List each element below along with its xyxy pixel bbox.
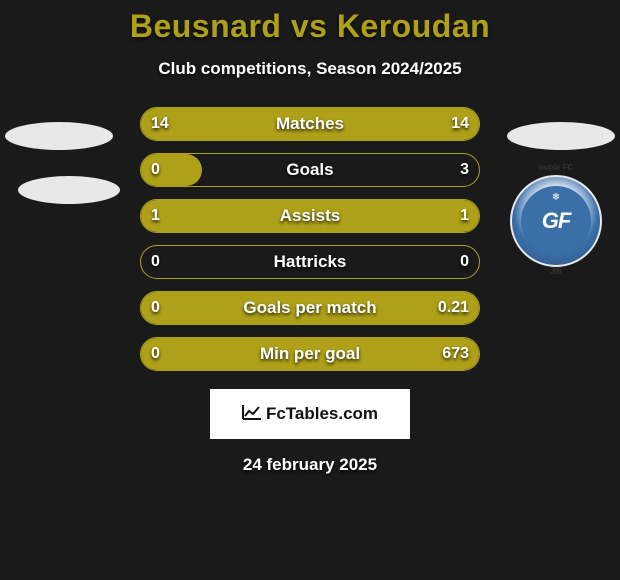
stat-row-matches: 14 Matches 14 — [140, 107, 480, 141]
stat-value-left: 0 — [151, 161, 160, 179]
stat-value-right: 0.21 — [438, 299, 469, 317]
stats-list: 14 Matches 14 0 Goals 3 1 Assists 1 0 Ha… — [0, 107, 620, 383]
stat-label: Min per goal — [260, 344, 360, 364]
stat-row-gpm: 0 Goals per match 0.21 — [140, 291, 480, 325]
stat-row-assists: 1 Assists 1 — [140, 199, 480, 233]
stat-label: Hattricks — [274, 252, 347, 272]
stat-value-right: 3 — [460, 161, 469, 179]
stat-row-hattricks: 0 Hattricks 0 — [140, 245, 480, 279]
chart-icon — [242, 404, 262, 425]
stat-value-left: 1 — [151, 207, 160, 225]
stat-label: Matches — [276, 114, 344, 134]
stat-value-left: 14 — [151, 115, 169, 133]
stat-value-right: 673 — [442, 345, 469, 363]
stat-value-right: 0 — [460, 253, 469, 271]
stat-label: Goals — [286, 160, 333, 180]
brand-badge: FcTables.com — [210, 389, 410, 439]
stat-value-left: 0 — [151, 299, 160, 317]
stat-row-mpg: 0 Min per goal 673 — [140, 337, 480, 371]
stat-label: Goals per match — [243, 298, 376, 318]
stat-row-goals: 0 Goals 3 — [140, 153, 480, 187]
stat-value-right: 14 — [451, 115, 469, 133]
stat-value-left: 0 — [151, 345, 160, 363]
page-subtitle: Club competitions, Season 2024/2025 — [158, 59, 461, 79]
date-label: 24 february 2025 — [243, 455, 377, 475]
brand-label: FcTables.com — [266, 404, 378, 424]
stat-value-right: 1 — [460, 207, 469, 225]
stat-value-left: 0 — [151, 253, 160, 271]
stat-label: Assists — [280, 206, 340, 226]
page-title: Beusnard vs Keroudan — [130, 8, 490, 45]
comparison-card: Beusnard vs Keroudan Club competitions, … — [0, 0, 620, 580]
